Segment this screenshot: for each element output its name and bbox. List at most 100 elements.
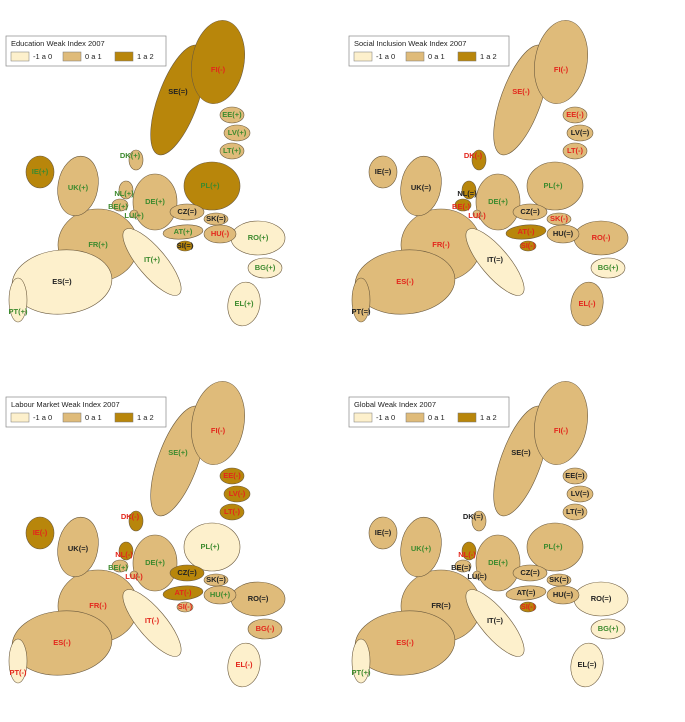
country-shape [219, 106, 245, 124]
country-shape [191, 20, 245, 104]
country-shape [534, 381, 588, 465]
country-shape [546, 585, 580, 605]
country-label: EL(+) [235, 299, 254, 308]
country-shape [526, 161, 584, 211]
country-shape [227, 281, 261, 327]
country-shape [505, 585, 547, 601]
country-shape [169, 564, 205, 582]
country-shape [219, 467, 245, 485]
country-shape [534, 20, 588, 104]
country-shape [570, 642, 604, 688]
country-label: SK(-) [550, 214, 568, 223]
legend-swatch [114, 412, 134, 423]
country-label: EL(-) [235, 660, 253, 669]
country-label: LV(-) [229, 489, 246, 498]
country-shape [25, 155, 55, 189]
country-shape [111, 198, 129, 212]
legend-box [5, 35, 167, 67]
country-shape [118, 180, 134, 200]
map-panel: SE(-) FI(-) FR(-) ES(-) DE(+) PL(+) UK(=) IT(=)… [343, 0, 684, 360]
country-label: UK(=) [68, 544, 89, 553]
legend-label: -1 a 0 [376, 413, 395, 422]
legend-swatch [10, 412, 30, 423]
country-shape [247, 257, 283, 279]
country-label: DK(-) [464, 151, 483, 160]
country-shape [223, 485, 251, 503]
country-label: PL(+) [201, 542, 220, 551]
country-shape [122, 589, 182, 657]
country-label: BG(+) [255, 263, 276, 272]
legend-swatch [405, 412, 425, 423]
country-shape [368, 516, 398, 550]
country-label: AT(-) [175, 588, 192, 597]
country-label: BE(+) [108, 563, 128, 572]
legend-label: 0 a 1 [85, 52, 102, 61]
country-shape [128, 510, 144, 532]
country-shape [122, 228, 182, 296]
country-shape [562, 106, 588, 124]
legend-swatch [62, 412, 82, 423]
country-label: DK(=) [463, 512, 484, 521]
country-label: EE(-) [223, 471, 241, 480]
legend-swatch [62, 51, 82, 62]
country-label: BG(+) [598, 624, 619, 633]
country-label: NL(=) [457, 189, 477, 198]
country-label: DK(+) [120, 151, 141, 160]
country-shape [461, 541, 477, 561]
map-title: Social Inclusion Weak Index 2007 [354, 39, 466, 48]
country-shape [512, 564, 548, 582]
legend: Global Weak Index 2007 -1 a 0 0 a 1 1 a 2 [348, 396, 510, 428]
country-shape [57, 155, 99, 217]
country-label: FI(-) [554, 426, 569, 435]
country-label: FI(-) [211, 65, 226, 74]
country-label: BG(-) [256, 624, 275, 633]
country-label: DK(-) [121, 512, 140, 521]
country-label: IT(+) [144, 255, 161, 264]
country-label: SI(-) [521, 241, 536, 250]
country-label: AT(-) [518, 227, 535, 236]
map-title: Labour Market Weak Index 2007 [11, 400, 120, 409]
country-shape [129, 209, 139, 219]
legend-box [348, 396, 510, 428]
country-label: NL(+) [114, 189, 134, 198]
legend-label: 0 a 1 [428, 413, 445, 422]
country-label: EE(-) [566, 110, 584, 119]
country-label: LU(+) [124, 211, 144, 220]
country-label: PT(=) [352, 307, 371, 316]
country-label: IE(+) [32, 167, 49, 176]
country-label: IT(-) [145, 616, 160, 625]
country-shape [454, 198, 472, 212]
legend: Labour Market Weak Index 2007 -1 a 0 0 a 1… [5, 396, 167, 428]
country-label: HU(=) [553, 229, 574, 238]
country-shape [191, 381, 245, 465]
legend-label: -1 a 0 [33, 413, 52, 422]
country-label: SK(=) [549, 575, 569, 584]
country-label: SI(=) [177, 241, 194, 250]
country-label: LT(-) [224, 507, 241, 516]
country-shape [203, 224, 237, 244]
map-title: Global Weak Index 2007 [354, 400, 436, 409]
country-label: HU(=) [553, 590, 574, 599]
country-shape [472, 570, 482, 580]
country-label: HU(-) [211, 229, 230, 238]
country-label: PT(+) [9, 307, 28, 316]
country-shape [562, 467, 588, 485]
country-label: HU(+) [210, 590, 231, 599]
country-label: ES(=) [52, 277, 72, 286]
country-label: PL(+) [544, 181, 563, 190]
country-shape [471, 149, 487, 171]
country-label: EE(=) [565, 471, 585, 480]
map-title: Education Weak Index 2007 [11, 39, 105, 48]
country-label: IT(=) [487, 255, 504, 264]
country-shape [590, 618, 626, 640]
legend-box [348, 35, 510, 67]
country-label: CZ(=) [520, 568, 540, 577]
country-label: PT(+) [352, 668, 371, 677]
country-shape [8, 638, 28, 684]
country-shape [454, 559, 472, 573]
country-label: SK(=) [206, 575, 226, 584]
country-shape [129, 570, 139, 580]
country-label: BG(+) [598, 263, 619, 272]
country-label: UK(+) [68, 183, 89, 192]
legend-label: 1 a 2 [480, 52, 497, 61]
